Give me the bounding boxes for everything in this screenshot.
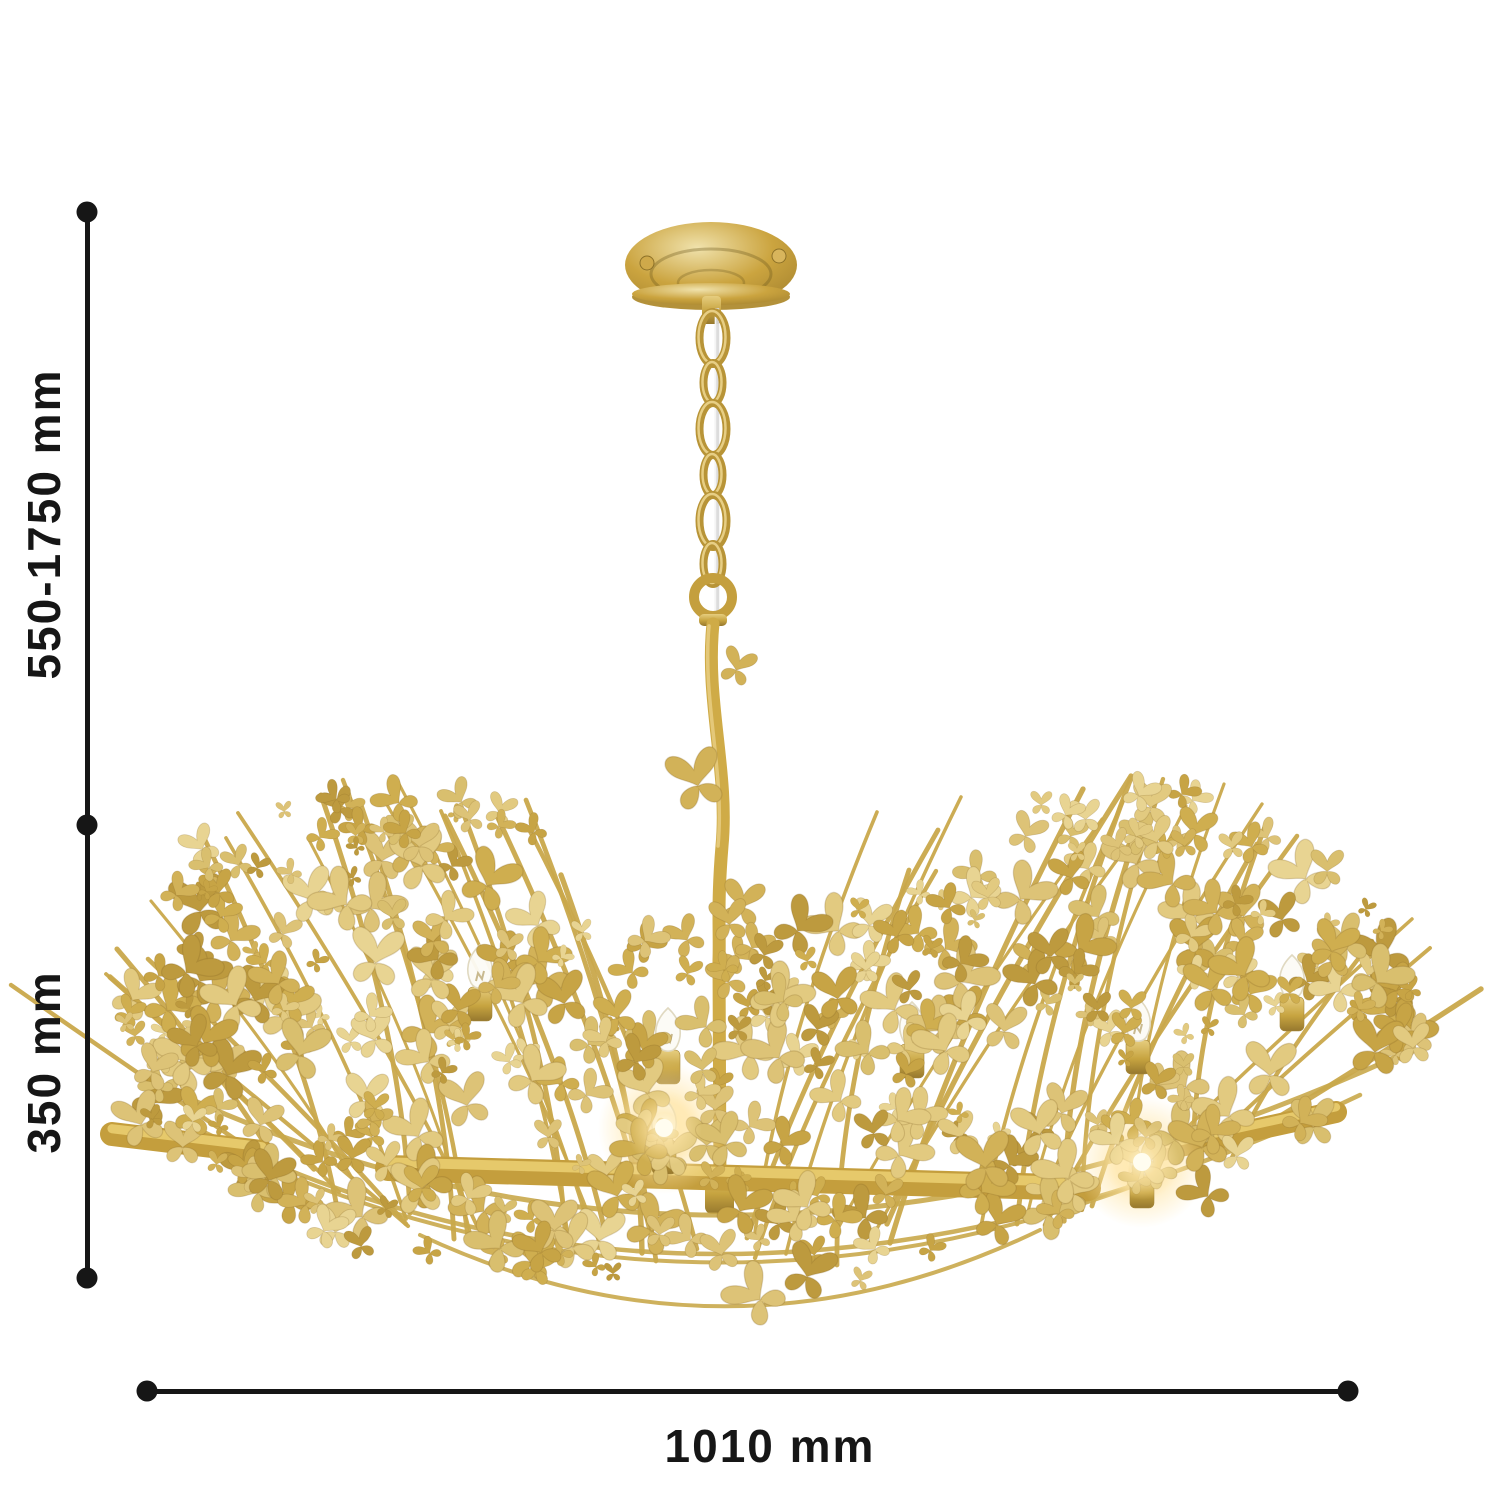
- fixture-height-label: 350 mm: [18, 970, 70, 1154]
- dimension-dot-left: [136, 1380, 158, 1402]
- horizontal-dimension-line: [147, 1389, 1348, 1394]
- dimension-dot-right: [1337, 1380, 1359, 1402]
- butterfly-swarm: [105, 768, 1444, 1334]
- dimension-dot-middle: [76, 814, 98, 836]
- fixture-width-label: 1010 mm: [664, 1420, 876, 1472]
- dimension-dot-top: [76, 201, 98, 223]
- light-glows-front: [626, 1090, 1180, 1200]
- dimension-dot-bottom: [76, 1267, 98, 1289]
- hanging-height-label: 550-1750 mm: [18, 368, 70, 680]
- vertical-dimension-line: [85, 212, 90, 1278]
